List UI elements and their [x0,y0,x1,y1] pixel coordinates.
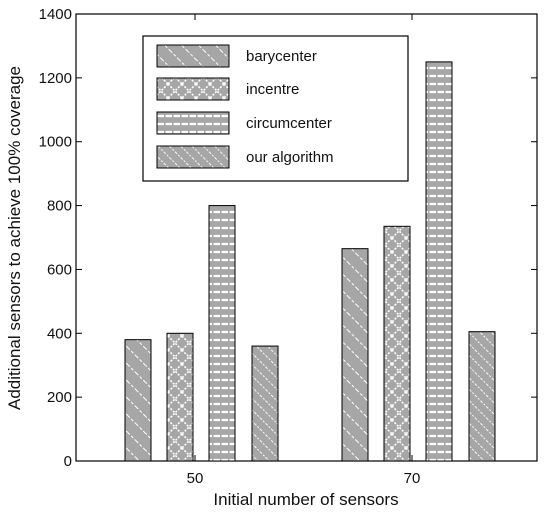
y-tick-label: 600 [47,261,72,278]
y-tick-label: 1000 [39,134,72,151]
y-axis: 0 200 400 600 800 1000 1200 1400 [39,6,537,470]
legend-label-our-algorithm: our algorithm [246,149,334,166]
y-tick-label: 0 [64,453,72,470]
x-axis: 50 70 [187,14,421,487]
bar-barycenter-70 [341,248,369,462]
bar-incentre-70 [383,225,411,462]
y-tick-label: 1400 [39,6,72,23]
y-tick-label: 800 [47,198,72,215]
legend-label-incentre: incentre [246,81,299,98]
y-tick-label: 1200 [39,70,72,87]
y-axis-label: Additional sensors to achieve 100% cover… [5,66,24,410]
legend: barycenter incentre circumcenter our algori… [142,35,409,182]
bar-our-algorithm-50 [251,345,279,462]
bar-our-algorithm-70 [468,331,496,462]
legend-label-barycenter: barycenter [246,48,317,65]
x-tick-label: 50 [187,470,204,487]
legend-label-circumcenter: circumcenter [246,115,332,132]
bar-incentre-50 [166,332,194,462]
y-tick-label: 200 [47,389,72,406]
legend-swatch-circumcenter [156,111,230,135]
plot-frame [75,13,538,462]
bar-barycenter-50 [124,339,152,462]
y-tick-label: 400 [47,325,72,342]
legend-swatch-our-algorithm [156,145,230,169]
bar-circumcenter-70 [425,61,453,462]
legend-swatch-barycenter [156,44,230,68]
bars-layer [124,61,496,462]
legend-swatch-incentre [156,77,230,101]
x-tick-label: 70 [404,470,421,487]
bar-circumcenter-50 [208,205,236,462]
x-axis-label: Initial number of sensors [213,490,398,509]
